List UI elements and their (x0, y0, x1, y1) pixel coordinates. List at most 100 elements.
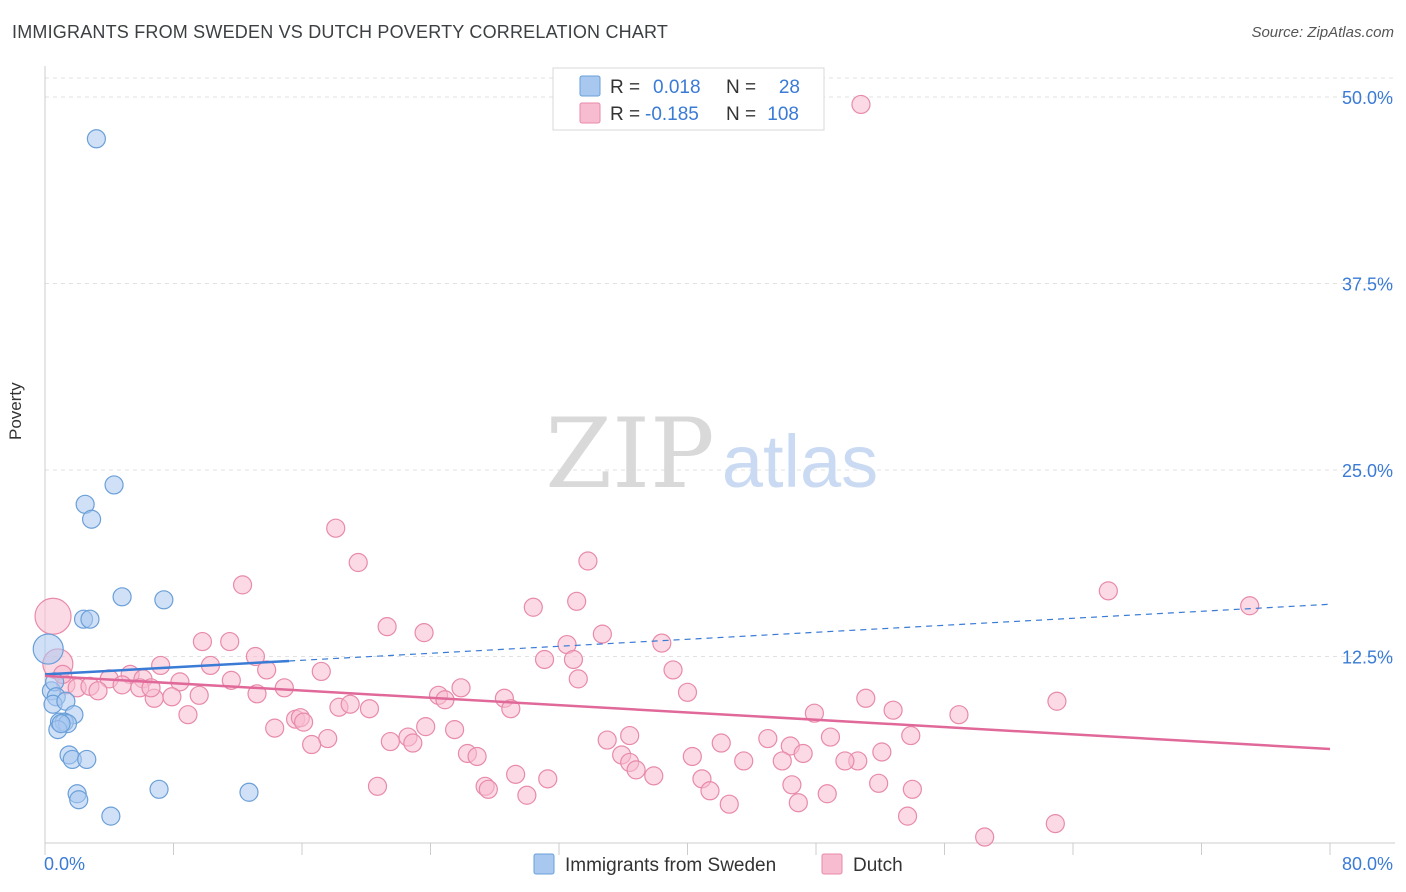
dutch-point (112, 675, 132, 695)
dutch-point (711, 733, 731, 753)
sweden-point (154, 590, 174, 610)
legend-swatch-dutch-bottom (821, 853, 843, 875)
dutch-point (734, 751, 754, 771)
trend-lines (44, 603, 1331, 751)
dutch-point (265, 718, 285, 738)
x-tick-label-min: 0.0% (44, 854, 85, 874)
dutch-point (232, 575, 253, 595)
dutch-point (897, 806, 918, 826)
dutch-point (257, 660, 277, 680)
y-tick-label: 12.5% (1342, 648, 1393, 668)
axes (44, 66, 1395, 855)
legend-r-value-dutch: -0.185 (645, 104, 699, 125)
sweden-point (77, 749, 97, 770)
series-legend: Immigrants from Sweden Dutch (533, 853, 903, 876)
dutch-point (88, 681, 108, 701)
dutch-point (245, 646, 266, 667)
dutch-point (326, 518, 346, 538)
legend-swatch-sweden (579, 75, 601, 97)
dutch-point (1240, 596, 1260, 616)
dutch-point (663, 660, 683, 680)
dutch-point (34, 597, 72, 635)
dutch-point (178, 705, 198, 725)
dutch-point (902, 779, 922, 799)
watermark-zip: ZIP (545, 398, 714, 510)
dutch-point (192, 631, 213, 652)
dutch-point (348, 552, 368, 573)
correlation-legend: R = 0.018 N = 28 R = -0.185 N = 108 (552, 67, 825, 131)
dutch-point (883, 700, 903, 720)
sweden-point (112, 587, 132, 607)
legend-r-label-sweden: R = (610, 77, 640, 98)
dutch-point (682, 746, 702, 767)
dutch-point (367, 776, 388, 796)
dutch-point (380, 731, 400, 752)
dutch-point (1045, 814, 1065, 834)
dutch-point (677, 682, 698, 702)
dutch-point (620, 725, 640, 746)
source-label: Source: ZipAtlas.com (1251, 24, 1394, 41)
dutch-point (788, 793, 808, 813)
dutch-point (835, 751, 855, 771)
dutch-point (817, 784, 837, 804)
sweden-point (101, 806, 121, 826)
sweden-point (81, 509, 102, 529)
dutch-point (597, 730, 617, 750)
dutch-point (1098, 581, 1118, 601)
sweden-point (80, 609, 100, 629)
dutch-point (189, 685, 209, 705)
x-tick-label-max: 80.0% (1342, 854, 1393, 874)
dutch-point (872, 742, 892, 762)
dutch-point (274, 678, 294, 698)
dutch-point (403, 733, 423, 753)
sweden-points (32, 129, 259, 826)
dutch-point (538, 769, 558, 789)
sweden-point (86, 129, 107, 149)
dutch-point (221, 670, 241, 690)
dutch-point (804, 703, 824, 723)
sweden-point (239, 782, 259, 802)
dutch-point (758, 728, 778, 749)
dutch-point (782, 775, 802, 795)
dutch-point (414, 623, 434, 643)
dutch-point (644, 766, 664, 786)
dutch-point (444, 720, 465, 740)
sweden-point (51, 714, 71, 734)
sweden-point (32, 633, 64, 665)
legend-n-value-dutch: 108 (767, 104, 799, 125)
dutch-point (377, 617, 397, 637)
dutch-point (478, 779, 498, 799)
dutch-point (856, 688, 876, 708)
dutch-point (652, 633, 672, 653)
sweden-trend-line (44, 659, 290, 676)
legend-swatch-dutch (579, 102, 601, 124)
dutch-point (949, 705, 969, 725)
watermark: ZIP atlas (545, 398, 878, 510)
legend-r-label-dutch: R = (610, 104, 640, 125)
sweden-point (69, 790, 89, 810)
dutch-point (869, 773, 889, 793)
dutch-point (416, 717, 436, 737)
dutch-point (626, 760, 646, 780)
dutch-point (578, 551, 598, 571)
dutch-point (318, 728, 338, 749)
legend-n-label-sweden: N = (726, 77, 756, 98)
legend-r-value-sweden: 0.018 (653, 77, 701, 98)
dutch-point (467, 746, 487, 767)
sweden-point (104, 475, 124, 495)
dutch-point (567, 591, 587, 611)
dutch-point (568, 669, 588, 689)
chart-title: IMMIGRANTS FROM SWEDEN VS DUTCH POVERTY … (12, 22, 669, 42)
tick-labels: 12.5% 25.0% 37.5% 50.0% 0.0% 80.0% (44, 88, 1393, 874)
legend-n-label-dutch: N = (726, 104, 756, 125)
dutch-point (302, 734, 322, 755)
dutch-point (451, 678, 471, 698)
dutch-point (1047, 691, 1067, 711)
dutch-trend-line (44, 674, 1331, 751)
dutch-point (592, 624, 612, 644)
legend-n-value-sweden: 28 (779, 77, 800, 98)
dutch-point (359, 699, 380, 719)
dutch-point (772, 751, 792, 771)
sweden-trend-extension (289, 603, 1331, 662)
